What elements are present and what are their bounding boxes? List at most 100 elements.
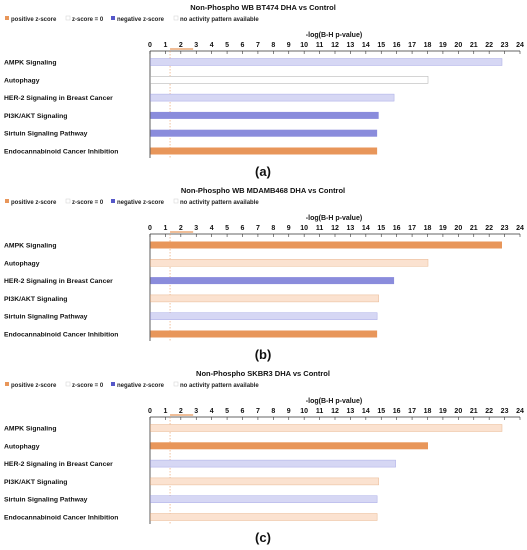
x-tick-label: 5 bbox=[225, 225, 229, 232]
x-tick-label: 11 bbox=[316, 408, 324, 415]
x-tick-label: 24 bbox=[516, 225, 524, 232]
x-tick-label: 9 bbox=[287, 225, 291, 232]
x-tick-label: 1 bbox=[163, 408, 167, 415]
bar bbox=[150, 93, 395, 102]
category-label: AMPK Signaling bbox=[4, 426, 57, 433]
x-tick-label: 15 bbox=[377, 225, 385, 232]
x-tick-label: 20 bbox=[454, 225, 462, 232]
x-axis-title: -log(B-H p-value) bbox=[306, 215, 362, 222]
legend-swatch-zero bbox=[65, 15, 71, 21]
category-label: Sirtuin Signaling Pathway bbox=[4, 314, 88, 321]
x-tick-label: 1 bbox=[163, 42, 167, 49]
legend-label-zero: z-score = 0 bbox=[72, 200, 104, 206]
bar bbox=[150, 495, 378, 503]
x-tick-label: 13 bbox=[347, 42, 355, 49]
legend-swatch-negative bbox=[111, 199, 115, 203]
chart-title: Non-Phospho WB BT474 DHA vs Control bbox=[190, 3, 336, 12]
x-tick-label: 21 bbox=[470, 408, 478, 415]
legend-swatch-negative bbox=[111, 382, 115, 386]
x-tick-label: 0 bbox=[148, 408, 152, 415]
x-tick-label: 7 bbox=[256, 408, 260, 415]
x-axis-title: -log(B-H p-value) bbox=[306, 398, 362, 405]
x-tick-label: 4 bbox=[210, 408, 214, 415]
legend-label-positive: positive z-score bbox=[11, 17, 57, 23]
bar bbox=[150, 111, 379, 119]
bar bbox=[150, 241, 502, 249]
figure-caption: (b) bbox=[255, 347, 272, 362]
category-label: Endocannabinoid Cancer Inhibition bbox=[4, 149, 118, 156]
x-tick-label: 16 bbox=[393, 42, 401, 49]
x-tick-label: 9 bbox=[287, 408, 291, 415]
bar bbox=[150, 58, 503, 66]
bar bbox=[150, 76, 429, 84]
x-tick-label: 4 bbox=[210, 42, 214, 49]
x-tick-label: 6 bbox=[241, 225, 245, 232]
category-label: Sirtuin Signaling Pathway bbox=[4, 131, 88, 138]
chart-panel-2: Non-Phospho SKBR3 DHA vs Control positive… bbox=[4, 369, 524, 545]
legend-swatch-positive bbox=[5, 16, 9, 20]
bar bbox=[150, 312, 378, 320]
x-tick-label: 16 bbox=[393, 225, 401, 232]
category-label: Autophagy bbox=[4, 260, 40, 267]
x-tick-label: 24 bbox=[516, 42, 524, 49]
x-tick-label: 20 bbox=[454, 42, 462, 49]
x-tick-label: 3 bbox=[194, 225, 198, 232]
chart-title: Non-Phospho WB MDAMB468 DHA vs Control bbox=[181, 186, 345, 195]
x-tick-label: 9 bbox=[287, 42, 291, 49]
category-label: PI3K/AKT Signaling bbox=[4, 296, 67, 303]
x-tick-label: 23 bbox=[501, 408, 509, 415]
x-tick-label: 20 bbox=[454, 408, 462, 415]
chart-panel-0: Non-Phospho WB BT474 DHA vs Control posit… bbox=[4, 3, 524, 179]
figure-caption: (a) bbox=[255, 164, 271, 179]
legend-label-negative: negative z-score bbox=[117, 17, 165, 23]
category-label: Autophagy bbox=[4, 443, 40, 450]
legend-label-positive: positive z-score bbox=[11, 200, 57, 206]
category-label: PI3K/AKT Signaling bbox=[4, 113, 67, 120]
x-axis-title: -log(B-H p-value) bbox=[306, 32, 362, 39]
legend-label-zero: z-score = 0 bbox=[72, 17, 104, 23]
legend-label-zero: z-score = 0 bbox=[72, 383, 104, 389]
legend-swatch-positive bbox=[5, 199, 9, 203]
x-tick-label: 5 bbox=[225, 408, 229, 415]
x-tick-label: 15 bbox=[377, 408, 385, 415]
category-label: AMPK Signaling bbox=[4, 60, 57, 67]
x-tick-label: 12 bbox=[331, 225, 339, 232]
chart-title: Non-Phospho SKBR3 DHA vs Control bbox=[196, 369, 330, 378]
x-tick-label: 3 bbox=[194, 42, 198, 49]
x-tick-label: 17 bbox=[408, 42, 416, 49]
x-tick-label: 12 bbox=[331, 42, 339, 49]
category-label: Autophagy bbox=[4, 77, 40, 84]
category-label: HER-2 Signaling in Breast Cancer bbox=[4, 95, 113, 102]
x-tick-label: 2 bbox=[179, 225, 183, 232]
category-label: HER-2 Signaling in Breast Cancer bbox=[4, 278, 113, 285]
x-tick-label: 14 bbox=[362, 408, 370, 415]
x-tick-label: 4 bbox=[210, 225, 214, 232]
legend-label-none: no activity pattern available bbox=[180, 17, 259, 23]
x-tick-label: 19 bbox=[439, 225, 447, 232]
x-tick-label: 2 bbox=[179, 408, 183, 415]
x-tick-label: 21 bbox=[470, 225, 478, 232]
x-tick-label: 17 bbox=[408, 408, 416, 415]
bar bbox=[150, 330, 378, 338]
x-tick-label: 6 bbox=[241, 42, 245, 49]
bar bbox=[150, 277, 395, 285]
x-tick-label: 8 bbox=[271, 408, 275, 415]
x-tick-label: 0 bbox=[148, 225, 152, 232]
legend-swatch-none bbox=[173, 381, 179, 387]
category-label: HER-2 Signaling in Breast Cancer bbox=[4, 461, 113, 468]
x-tick-label: 2 bbox=[179, 42, 183, 49]
category-label: AMPK Signaling bbox=[4, 243, 57, 250]
bar bbox=[150, 459, 396, 468]
bar bbox=[150, 477, 379, 486]
legend-label-negative: negative z-score bbox=[117, 200, 165, 206]
x-tick-label: 10 bbox=[300, 225, 308, 232]
figure-caption: (c) bbox=[255, 530, 271, 545]
category-label: Endocannabinoid Cancer Inhibition bbox=[4, 515, 118, 522]
x-tick-label: 6 bbox=[241, 408, 245, 415]
category-label: Sirtuin Signaling Pathway bbox=[4, 497, 88, 504]
x-tick-label: 13 bbox=[347, 225, 355, 232]
x-tick-label: 0 bbox=[148, 42, 152, 49]
bar bbox=[150, 129, 378, 137]
x-tick-label: 16 bbox=[393, 408, 401, 415]
